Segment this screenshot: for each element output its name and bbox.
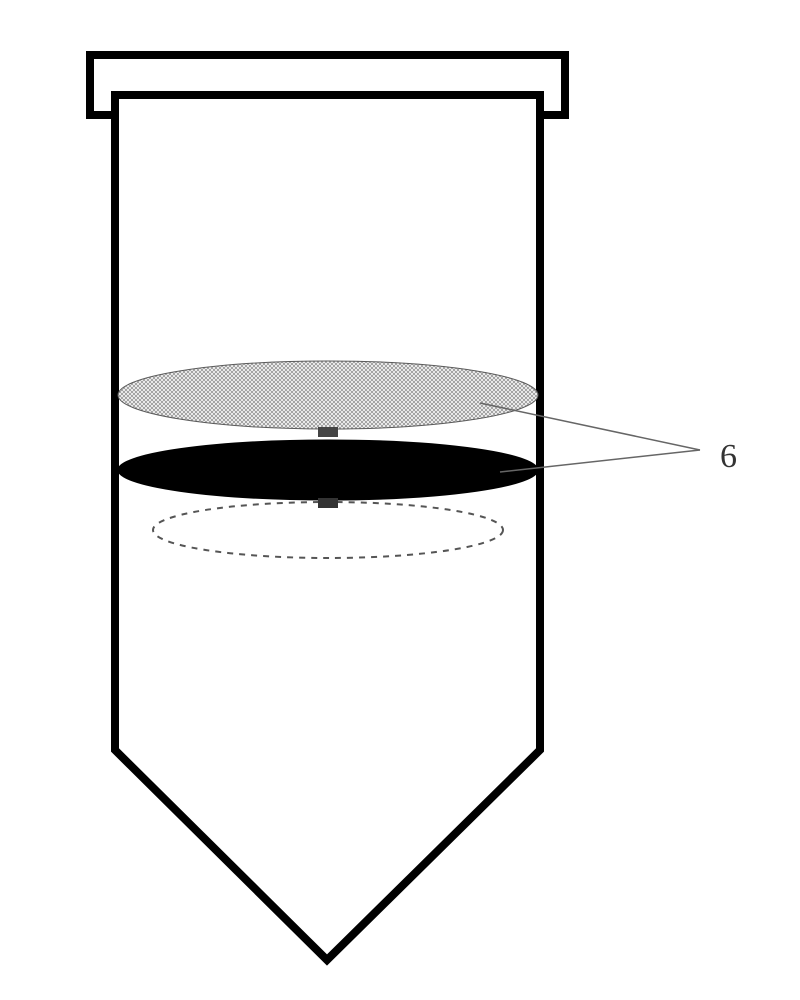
disc-top-hatched <box>118 361 538 429</box>
disc-top-nub <box>318 427 338 437</box>
diagram-svg <box>0 0 800 1000</box>
callout-label-6: 6 <box>720 438 737 476</box>
disc-bottom-dashed <box>153 502 503 558</box>
disc-middle-nub <box>318 498 338 508</box>
disc-middle-solid <box>118 440 538 500</box>
diagram-stage: 6 <box>0 0 800 1000</box>
